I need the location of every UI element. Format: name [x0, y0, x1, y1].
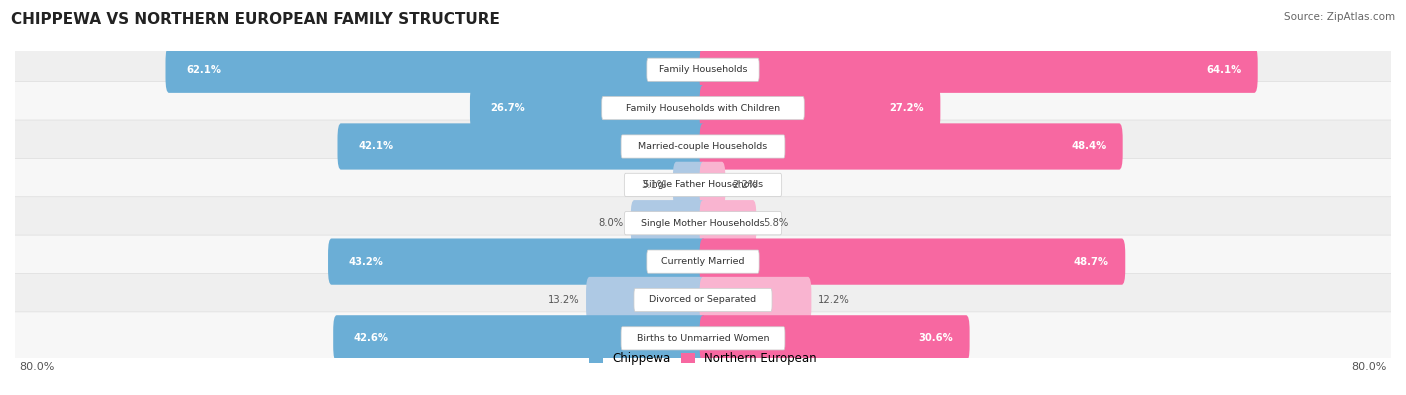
- FancyBboxPatch shape: [700, 47, 1258, 93]
- FancyBboxPatch shape: [602, 96, 804, 120]
- Text: 26.7%: 26.7%: [491, 103, 526, 113]
- Text: Currently Married: Currently Married: [661, 257, 745, 266]
- FancyBboxPatch shape: [673, 162, 706, 208]
- FancyBboxPatch shape: [700, 315, 970, 361]
- Text: 62.1%: 62.1%: [186, 65, 221, 75]
- FancyBboxPatch shape: [13, 158, 1393, 211]
- Text: Family Households with Children: Family Households with Children: [626, 103, 780, 113]
- FancyBboxPatch shape: [337, 123, 706, 169]
- FancyBboxPatch shape: [621, 135, 785, 158]
- FancyBboxPatch shape: [470, 85, 706, 131]
- FancyBboxPatch shape: [700, 200, 756, 246]
- Text: 8.0%: 8.0%: [599, 218, 624, 228]
- FancyBboxPatch shape: [700, 123, 1122, 169]
- Text: 5.8%: 5.8%: [763, 218, 789, 228]
- FancyBboxPatch shape: [333, 315, 706, 361]
- FancyBboxPatch shape: [647, 58, 759, 81]
- Text: 13.2%: 13.2%: [547, 295, 579, 305]
- FancyBboxPatch shape: [647, 250, 759, 273]
- Text: 64.1%: 64.1%: [1206, 65, 1241, 75]
- Text: 2.2%: 2.2%: [733, 180, 758, 190]
- Text: 27.2%: 27.2%: [890, 103, 924, 113]
- FancyBboxPatch shape: [13, 43, 1393, 96]
- FancyBboxPatch shape: [13, 273, 1393, 326]
- Text: 48.7%: 48.7%: [1074, 257, 1109, 267]
- FancyBboxPatch shape: [13, 197, 1393, 250]
- Text: 30.6%: 30.6%: [918, 333, 953, 343]
- FancyBboxPatch shape: [13, 120, 1393, 173]
- FancyBboxPatch shape: [700, 85, 941, 131]
- FancyBboxPatch shape: [634, 288, 772, 312]
- FancyBboxPatch shape: [166, 47, 706, 93]
- Text: Family Households: Family Households: [659, 65, 747, 74]
- Text: Source: ZipAtlas.com: Source: ZipAtlas.com: [1284, 12, 1395, 22]
- FancyBboxPatch shape: [13, 235, 1393, 288]
- Text: 80.0%: 80.0%: [1351, 362, 1386, 372]
- Text: Single Father Households: Single Father Households: [643, 181, 763, 189]
- FancyBboxPatch shape: [631, 200, 706, 246]
- Text: 42.1%: 42.1%: [359, 141, 394, 152]
- Text: 80.0%: 80.0%: [20, 362, 55, 372]
- FancyBboxPatch shape: [328, 239, 706, 285]
- Text: Single Mother Households: Single Mother Households: [641, 219, 765, 228]
- Text: 3.1%: 3.1%: [641, 180, 666, 190]
- Text: 42.6%: 42.6%: [354, 333, 389, 343]
- FancyBboxPatch shape: [700, 162, 725, 208]
- Text: 48.4%: 48.4%: [1071, 141, 1107, 152]
- FancyBboxPatch shape: [621, 327, 785, 350]
- FancyBboxPatch shape: [586, 277, 706, 323]
- Text: Married-couple Households: Married-couple Households: [638, 142, 768, 151]
- FancyBboxPatch shape: [700, 277, 811, 323]
- FancyBboxPatch shape: [13, 312, 1393, 365]
- FancyBboxPatch shape: [624, 212, 782, 235]
- FancyBboxPatch shape: [624, 173, 782, 196]
- Text: CHIPPEWA VS NORTHERN EUROPEAN FAMILY STRUCTURE: CHIPPEWA VS NORTHERN EUROPEAN FAMILY STR…: [11, 12, 501, 27]
- Text: 12.2%: 12.2%: [818, 295, 851, 305]
- FancyBboxPatch shape: [700, 239, 1125, 285]
- FancyBboxPatch shape: [13, 82, 1393, 135]
- Legend: Chippewa, Northern European: Chippewa, Northern European: [585, 348, 821, 370]
- Text: Divorced or Separated: Divorced or Separated: [650, 295, 756, 305]
- Text: 43.2%: 43.2%: [349, 257, 384, 267]
- Text: Births to Unmarried Women: Births to Unmarried Women: [637, 334, 769, 343]
